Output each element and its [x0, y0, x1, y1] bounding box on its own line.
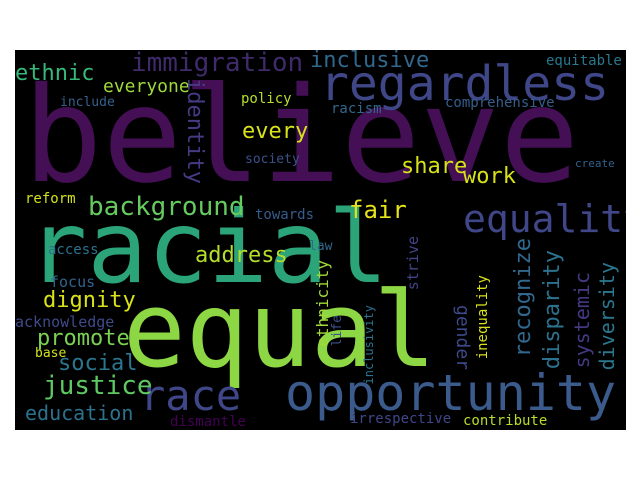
word-diversity: diversity — [595, 262, 619, 371]
word-equal: equal — [123, 269, 437, 391]
word-regardless: regardless — [320, 56, 609, 112]
word-society: society — [245, 152, 300, 167]
word-fair: fair — [349, 196, 407, 224]
word-inclusivity: inclusivity — [362, 305, 376, 385]
word-immigration: immigration — [131, 50, 304, 78]
word-comprehensive: comprehensive — [445, 95, 555, 111]
word-disparity: disparity — [540, 250, 565, 370]
word-law: law — [309, 239, 333, 254]
word-acknowledge: acknowledge — [15, 313, 115, 331]
word-ethnic: ethnic — [15, 61, 95, 86]
word-equitable: equitable — [546, 53, 622, 69]
word-towards: towards — [255, 207, 315, 223]
word-life: life — [330, 315, 345, 347]
word-believe: believe — [23, 59, 580, 213]
word-base: base — [35, 346, 67, 361]
word-dismantle: dismantle — [170, 414, 246, 430]
word-work: work — [463, 164, 516, 189]
word-irrespective: irrespective — [350, 411, 452, 427]
word-everyone: everyone — [103, 76, 190, 97]
word-inequality: inequality — [475, 275, 491, 360]
word-racism: racism — [331, 101, 382, 117]
word-reform: reform — [25, 191, 76, 207]
word-ethnicity: ethnicity — [313, 260, 332, 347]
word-access: access — [48, 242, 99, 258]
word-contribute: contribute — [463, 413, 548, 429]
word-promote: promote — [37, 326, 130, 351]
word-policy: policy — [241, 91, 292, 107]
word-share: share — [401, 154, 468, 179]
word-inclusive: inclusive — [310, 50, 430, 73]
word-background: background — [88, 192, 245, 222]
word-create: create — [575, 157, 615, 170]
word-gender: gender — [452, 305, 473, 371]
word-strive: strive — [404, 236, 422, 291]
word-systemic: systemic — [570, 272, 594, 369]
word-focus: focus — [50, 273, 96, 291]
word-education: education — [25, 401, 134, 425]
word-recognize: recognize — [511, 238, 536, 358]
word-cloud: believe racial equal regardless opportun… — [15, 50, 626, 430]
word-justice: justice — [43, 371, 153, 401]
word-racial: racial — [27, 189, 389, 306]
word-include: include — [60, 95, 115, 110]
word-equality: equality — [463, 197, 626, 241]
word-social: social — [58, 351, 138, 376]
word-identity: identity — [182, 78, 207, 184]
word-every: every — [242, 119, 309, 144]
word-dignity: dignity — [43, 288, 136, 313]
word-race: race — [140, 371, 242, 420]
word-opportunity: opportunity — [285, 364, 617, 422]
word-address: address — [195, 243, 288, 268]
